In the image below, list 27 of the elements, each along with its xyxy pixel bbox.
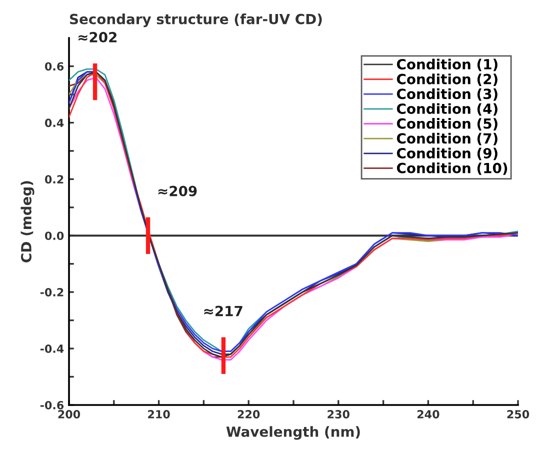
legend-label: Condition (9) bbox=[396, 148, 498, 160]
y-tick-label: 0.2 bbox=[44, 175, 64, 184]
x-tick-label: 210 bbox=[148, 410, 170, 418]
x-tick-label: 240 bbox=[417, 410, 440, 418]
chart-title: Secondary structure (far-UV CD) bbox=[70, 14, 322, 28]
annotation: ≈202 bbox=[78, 32, 117, 42]
x-tick-label: 200 bbox=[58, 410, 80, 418]
y-tick-label: 0.4 bbox=[44, 118, 64, 128]
annotation: ≈209 bbox=[158, 186, 197, 196]
x-tick-label: 220 bbox=[238, 410, 260, 418]
legend-label: Condition (1) bbox=[396, 58, 498, 72]
y-tick-label: -0.4 bbox=[40, 344, 64, 353]
y-tick-label: -0.2 bbox=[40, 288, 64, 296]
legend-label: Condition (7) bbox=[396, 132, 498, 146]
x-tick-label: 230 bbox=[328, 410, 350, 418]
x-axis-title: Wavelength (nm) bbox=[226, 426, 360, 440]
legend-label: Condition (10) bbox=[396, 162, 508, 175]
legend-label: Condition (2) bbox=[396, 74, 498, 86]
y-tick-label: 0.0 bbox=[44, 232, 64, 240]
x-tick-label: 250 bbox=[507, 410, 530, 418]
y-axis-title: CD (mdeg) bbox=[20, 181, 34, 262]
y-tick-label: 0.6 bbox=[44, 62, 64, 71]
legend-label: Condition (5) bbox=[396, 118, 498, 130]
annotation: ≈217 bbox=[204, 306, 242, 316]
legend-label: Condition (3) bbox=[396, 88, 498, 101]
y-tick-label: -0.6 bbox=[40, 400, 64, 410]
legend-label: Condition (4) bbox=[396, 103, 498, 116]
